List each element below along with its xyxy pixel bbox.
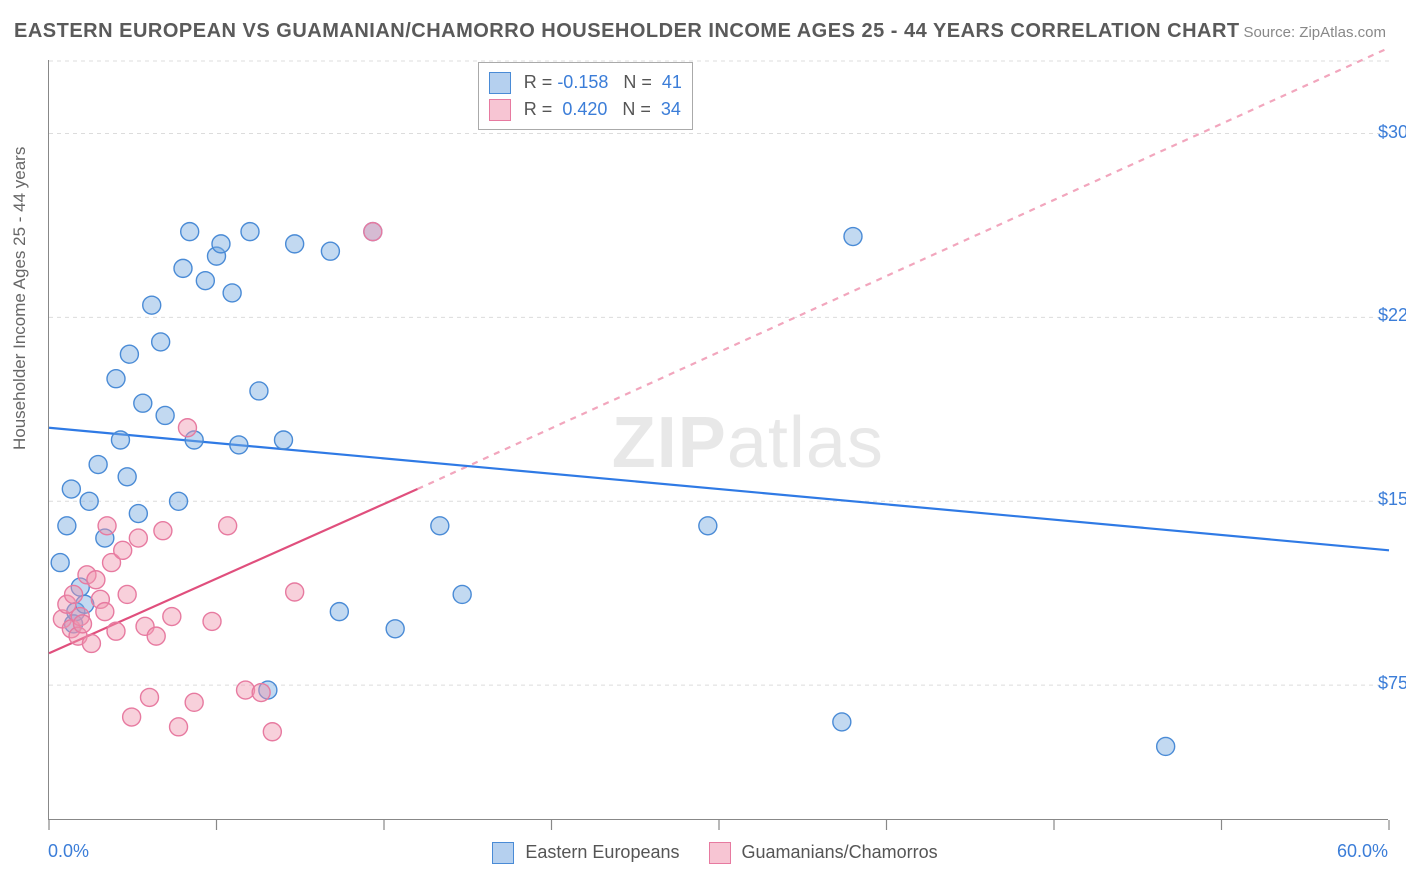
y-tick-label: $300,000 xyxy=(1378,122,1406,143)
stats-n-pink: 34 xyxy=(661,99,681,119)
stats-legend-box: R = -0.158 N = 41 R = 0.420 N = 34 xyxy=(478,62,693,130)
stats-row-pink: R = 0.420 N = 34 xyxy=(489,96,682,123)
y-tick-label: $150,000 xyxy=(1378,489,1406,510)
stats-n-blue: 41 xyxy=(662,72,682,92)
stats-r-blue: -0.158 xyxy=(557,72,608,92)
bottom-legend: Eastern Europeans Guamanians/Chamorros xyxy=(0,842,1406,864)
source-label: Source: ZipAtlas.com xyxy=(1243,24,1386,41)
stats-row-blue: R = -0.158 N = 41 xyxy=(489,69,682,96)
y-tick-label: $75,000 xyxy=(1378,673,1406,694)
legend-label-pink: Guamanians/Chamorros xyxy=(742,842,938,862)
legend-swatch-blue xyxy=(492,842,514,864)
chart-title: EASTERN EUROPEAN VS GUAMANIAN/CHAMORRO H… xyxy=(14,20,1240,43)
stats-swatch-pink xyxy=(489,99,511,121)
chart-container: EASTERN EUROPEAN VS GUAMANIAN/CHAMORRO H… xyxy=(0,0,1406,892)
legend-swatch-pink xyxy=(709,842,731,864)
y-tick-label: $225,000 xyxy=(1378,305,1406,326)
stats-swatch-blue xyxy=(489,72,511,94)
stats-r-pink: 0.420 xyxy=(562,99,607,119)
y-axis-label: Householder Income Ages 25 - 44 years xyxy=(10,147,30,450)
legend-label-blue: Eastern Europeans xyxy=(525,842,679,862)
plot-svg xyxy=(49,60,1389,820)
plot-area: ZIPatlas R = -0.158 N = 41 R = 0.420 N =… xyxy=(48,60,1388,820)
